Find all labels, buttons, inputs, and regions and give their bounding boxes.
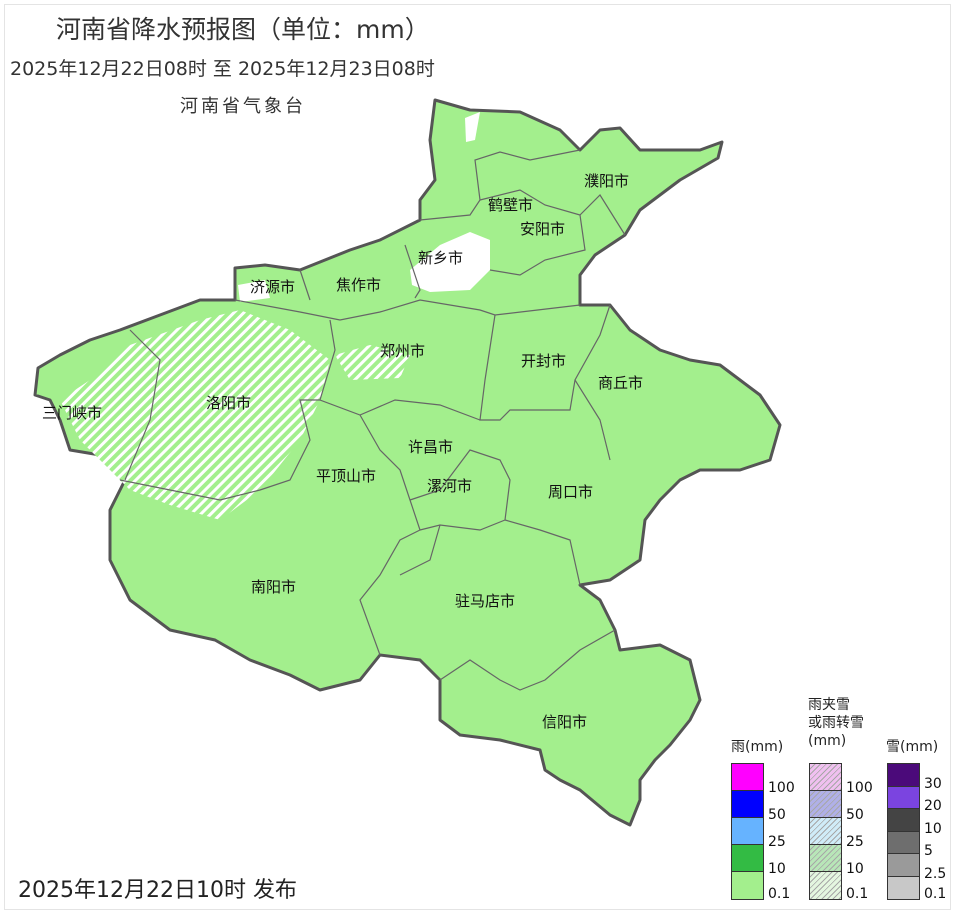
agency-name: 河南省气象台 [180, 96, 306, 117]
forecast-period: 2025年12月22日08时 至 2025年12月23日08时 [10, 58, 435, 80]
legend-label: 2.5 [924, 865, 947, 882]
legend-swatch [888, 764, 919, 787]
legend-swatch [732, 764, 763, 791]
legend-label: 10 [846, 861, 864, 877]
snow-legend-title: 雪(mm) [886, 739, 939, 755]
legend-swatch [810, 845, 841, 872]
city-label: 周口市 [548, 483, 593, 501]
legend-swatch [888, 831, 919, 854]
rain-legend-scale [731, 763, 764, 900]
city-label: 新乡市 [418, 249, 463, 267]
legend-swatch [732, 872, 763, 899]
city-label: 驻马店市 [455, 592, 515, 610]
city-label: 信阳市 [542, 713, 587, 731]
map-title: 河南省降水预报图（单位：mm） [56, 15, 430, 44]
mixed-legend-title: 雨夹雪 或雨转雪 (mm) [808, 696, 864, 750]
legend-swatch [810, 818, 841, 845]
legend-label: 100 [846, 780, 873, 796]
mixed-legend-title-line: 或雨转雪 [808, 715, 864, 731]
city-label: 许昌市 [408, 438, 453, 456]
legend-label: 25 [768, 834, 786, 850]
mixed-legend-title-line: (mm) [808, 733, 847, 749]
issue-time: 2025年12月22日10时 发布 [18, 878, 297, 903]
city-label: 鹤壁市 [488, 196, 533, 214]
no-precip-area [465, 112, 480, 142]
legend-label: 30 [924, 775, 942, 792]
legend-swatch [732, 791, 763, 818]
legend-swatch [732, 818, 763, 845]
city-labels: 濮阳市 鹤壁市 安阳市 新乡市 济源市 焦作市 郑州市 开封市 商丘市 三门峡市… [42, 172, 643, 731]
legend-label: 20 [924, 798, 942, 814]
light-rain-snow-area [335, 345, 410, 380]
rain-legend-title: 雨(mm) [731, 739, 784, 755]
legend-label: 5 [924, 843, 933, 859]
city-boundaries [119, 149, 626, 691]
legend-swatch [888, 786, 919, 809]
legend-label: 10 [924, 820, 942, 837]
city-label: 商丘市 [598, 374, 643, 392]
legend-swatch [810, 872, 841, 899]
city-label: 濮阳市 [584, 172, 629, 190]
legend-swatch [888, 809, 919, 832]
legend-label: 0.1 [924, 886, 947, 902]
city-label: 漯河市 [427, 477, 472, 495]
map-frame [4, 4, 951, 910]
legend-swatch [810, 791, 841, 818]
legend-label: 25 [846, 834, 864, 850]
legend-label: 50 [846, 807, 864, 823]
legend-swatch [732, 845, 763, 872]
legend-label: 10 [768, 861, 786, 877]
no-precip-area [238, 280, 270, 302]
city-label: 开封市 [521, 352, 566, 370]
snow-legend-scale [887, 763, 920, 900]
mixed-legend-title-line: 雨夹雪 [808, 697, 850, 713]
legend-label: 0.1 [768, 886, 791, 902]
light-rain-snow-area [60, 310, 330, 520]
no-precip-area [410, 232, 490, 292]
city-label: 平顶山市 [316, 467, 376, 485]
legend-label: 0.1 [846, 886, 869, 902]
city-label: 济源市 [250, 278, 295, 296]
mixed-legend-scale [809, 763, 842, 900]
city-label: 郑州市 [380, 342, 425, 360]
legend-swatch [888, 876, 919, 899]
city-label: 洛阳市 [206, 394, 251, 412]
legend-label: 100 [768, 780, 795, 796]
legend-swatch [888, 854, 919, 877]
city-label: 南阳市 [251, 578, 296, 596]
legend-label: 50 [768, 807, 786, 823]
province-area [33, 98, 782, 827]
legend-swatch [810, 764, 841, 791]
city-label: 三门峡市 [42, 404, 102, 422]
city-label: 安阳市 [520, 220, 565, 238]
city-label: 焦作市 [336, 276, 381, 294]
